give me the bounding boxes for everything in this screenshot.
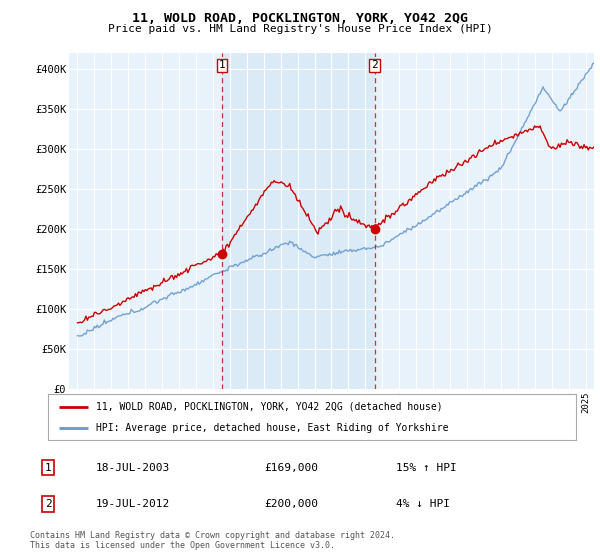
Text: 18-JUL-2003: 18-JUL-2003 <box>96 463 170 473</box>
Text: 15% ↑ HPI: 15% ↑ HPI <box>396 463 457 473</box>
Text: 1: 1 <box>44 463 52 473</box>
Text: 1: 1 <box>219 60 226 70</box>
Text: 11, WOLD ROAD, POCKLINGTON, YORK, YO42 2QG: 11, WOLD ROAD, POCKLINGTON, YORK, YO42 2… <box>132 12 468 25</box>
Text: 19-JUL-2012: 19-JUL-2012 <box>96 499 170 509</box>
Text: £200,000: £200,000 <box>264 499 318 509</box>
Text: Contains HM Land Registry data © Crown copyright and database right 2024.
This d: Contains HM Land Registry data © Crown c… <box>30 530 395 550</box>
Text: 2: 2 <box>371 60 378 70</box>
Text: 4% ↓ HPI: 4% ↓ HPI <box>396 499 450 509</box>
Text: Price paid vs. HM Land Registry's House Price Index (HPI): Price paid vs. HM Land Registry's House … <box>107 24 493 34</box>
Text: £169,000: £169,000 <box>264 463 318 473</box>
Text: HPI: Average price, detached house, East Riding of Yorkshire: HPI: Average price, detached house, East… <box>95 423 448 433</box>
Bar <box>222 53 374 389</box>
Text: 2: 2 <box>44 499 52 509</box>
Text: 11, WOLD ROAD, POCKLINGTON, YORK, YO42 2QG (detached house): 11, WOLD ROAD, POCKLINGTON, YORK, YO42 2… <box>95 402 442 412</box>
